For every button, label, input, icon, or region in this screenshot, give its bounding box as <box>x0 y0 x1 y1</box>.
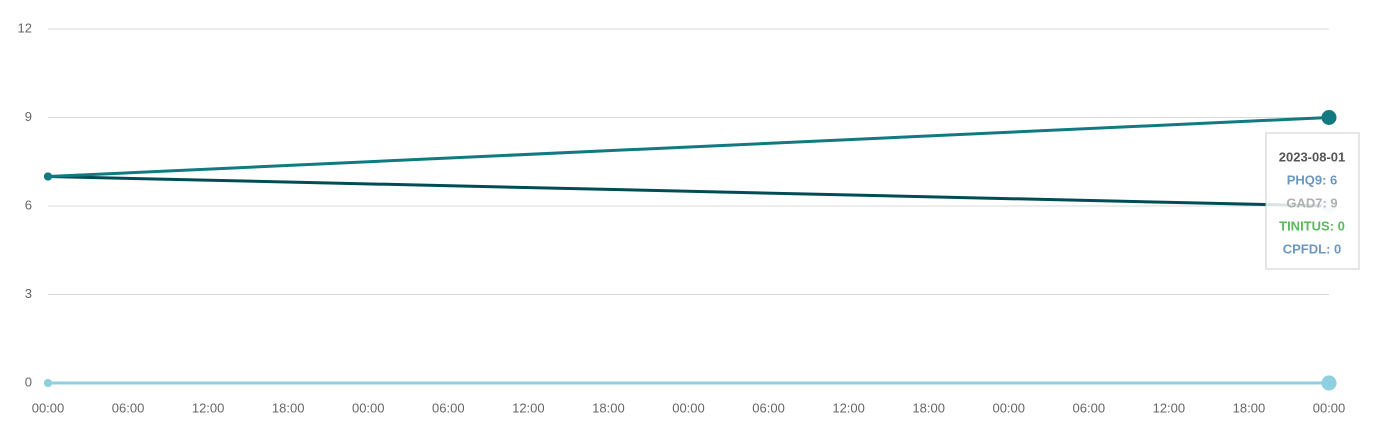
x-tick-label: 06:00 <box>752 400 785 415</box>
x-tick-label: 06:00 <box>432 400 465 415</box>
tooltip-box <box>1265 132 1360 270</box>
tooltip-title: 2023-08-01 <box>1279 149 1346 164</box>
tooltip-item: TINITUS: 0 <box>1279 218 1345 233</box>
x-tick-label: 12:00 <box>832 400 865 415</box>
y-tick-label: 0 <box>25 374 32 389</box>
y-tick-label: 3 <box>25 286 32 301</box>
x-tick-label: 00:00 <box>32 400 65 415</box>
tooltip-item: GAD7: 9 <box>1286 195 1337 210</box>
x-tick-label: 18:00 <box>592 400 625 415</box>
x-tick-label: 12:00 <box>1153 400 1186 415</box>
x-tick-label: 00:00 <box>1313 400 1346 415</box>
series-line <box>47 175 1330 208</box>
tooltip-item: PHQ9: 6 <box>1287 172 1338 187</box>
x-tick-label: 06:00 <box>1073 400 1106 415</box>
data-point <box>1321 110 1337 125</box>
data-point <box>44 172 52 181</box>
x-tick-label: 00:00 <box>672 400 705 415</box>
y-tick-label: 12 <box>18 20 32 35</box>
tooltip-item: CPFDL: 0 <box>1283 241 1342 256</box>
x-tick-label: 06:00 <box>112 400 145 415</box>
x-tick-label: 18:00 <box>272 400 305 415</box>
x-tick-label: 12:00 <box>192 400 225 415</box>
series-line <box>47 116 1330 178</box>
x-tick-label: 12:00 <box>512 400 545 415</box>
x-tick-label: 18:00 <box>1233 400 1266 415</box>
y-tick-label: 6 <box>25 197 32 212</box>
x-tick-label: 00:00 <box>352 400 385 415</box>
x-tick-label: 18:00 <box>912 400 945 415</box>
data-point <box>44 379 52 387</box>
data-point <box>1321 375 1337 391</box>
x-tick-label: 00:00 <box>992 400 1025 415</box>
y-tick-label: 9 <box>25 109 32 124</box>
tooltip: 2023-08-01 PHQ9: 6 GAD7: 9 TINITUS: 0 CPFDL:… <box>1265 132 1360 270</box>
